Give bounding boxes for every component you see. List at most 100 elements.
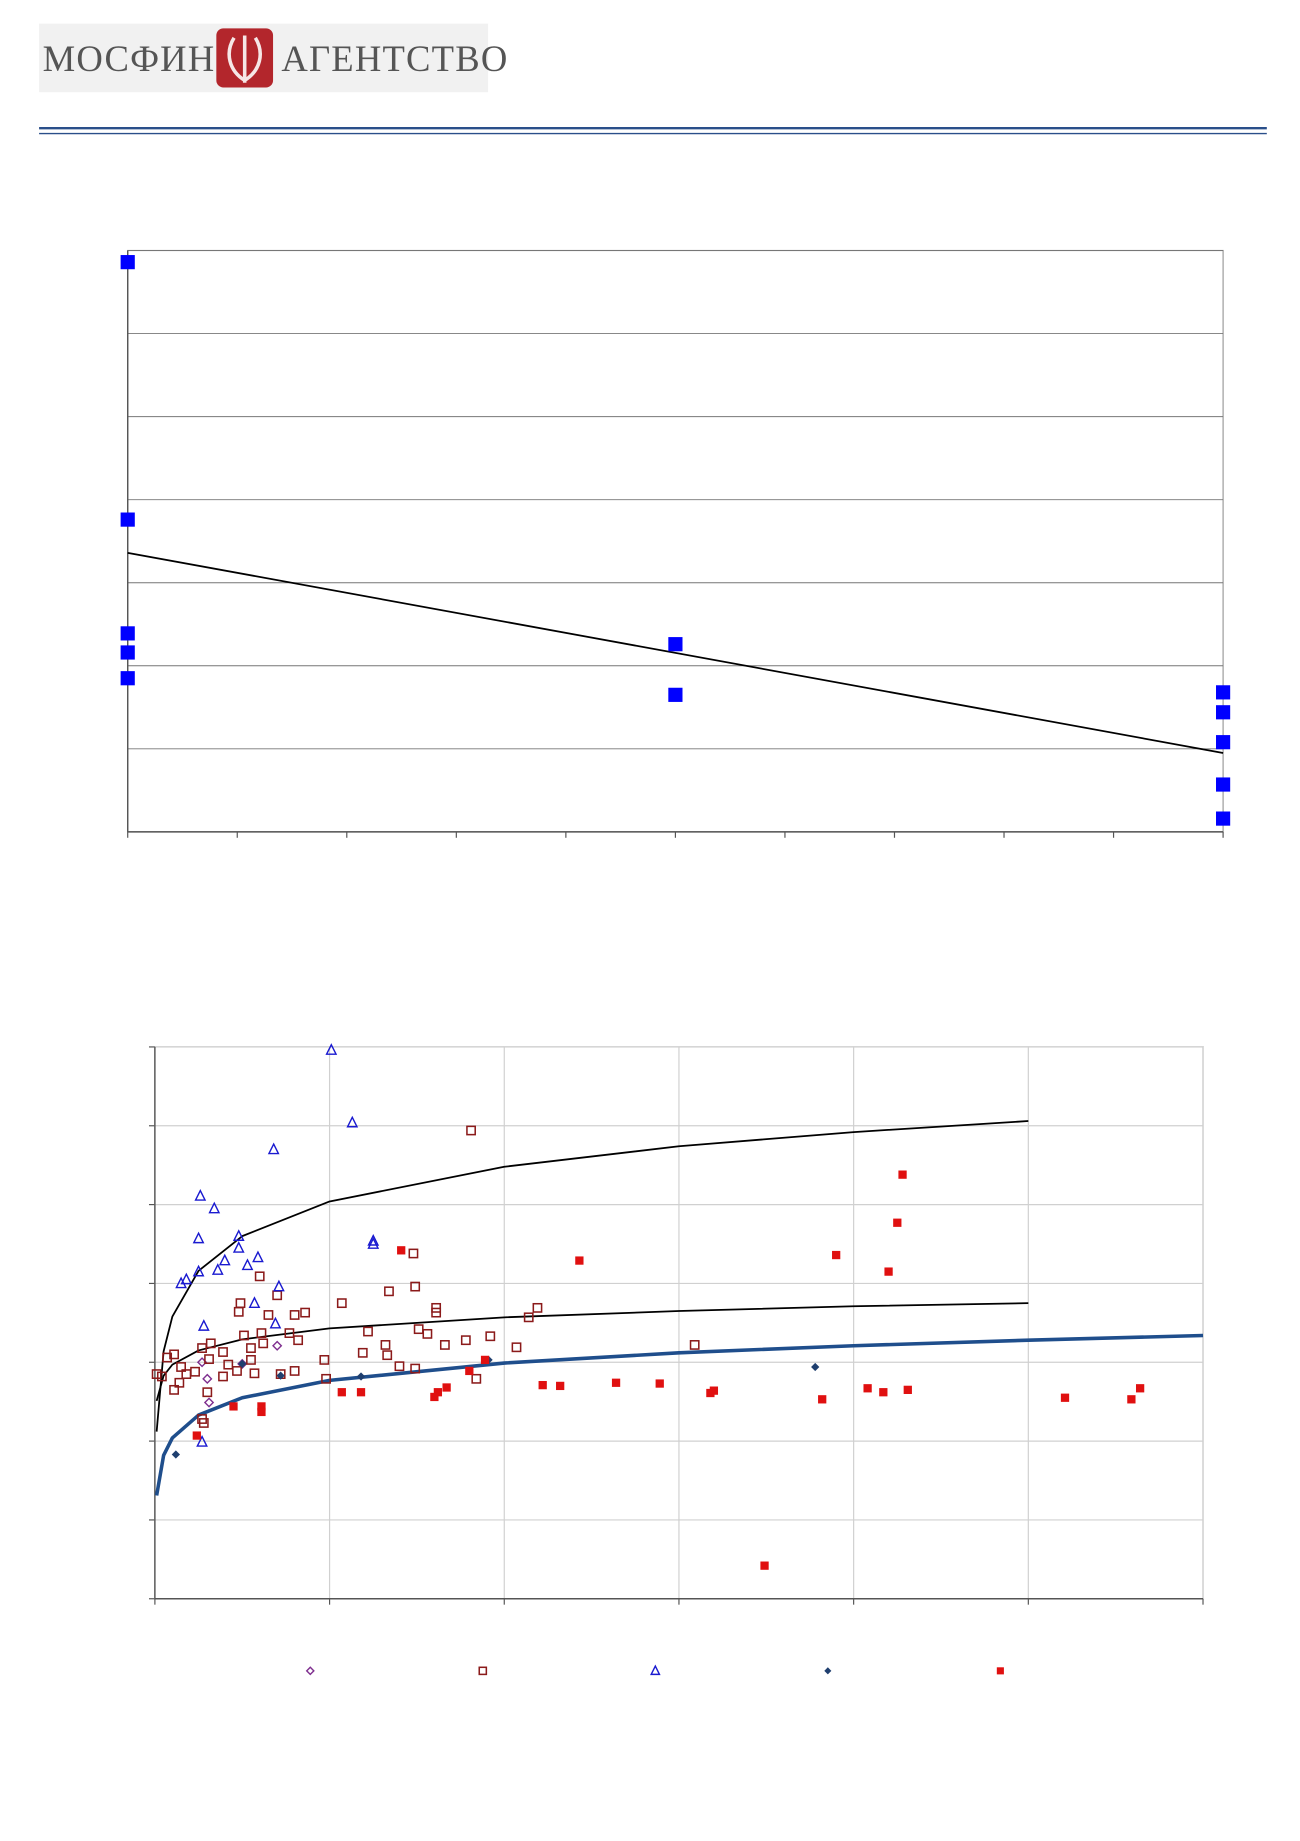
data-point [1060, 1393, 1070, 1402]
data-point [893, 1218, 902, 1227]
data-point [241, 1258, 254, 1271]
data-point [272, 1290, 283, 1301]
data-point [192, 1431, 201, 1440]
data-point [169, 1384, 180, 1395]
logo-right: АГЕНТСТВО [281, 38, 508, 79]
data-point [367, 1233, 380, 1246]
data-point [192, 1264, 205, 1277]
data-point [337, 1388, 346, 1397]
data-point [293, 1335, 304, 1346]
data-point [465, 1366, 474, 1376]
data-point [197, 1319, 210, 1331]
data-point [239, 1330, 249, 1341]
legend-marker [650, 1664, 661, 1676]
data-point [156, 1371, 167, 1382]
data-point [254, 1271, 265, 1282]
data-point [269, 1316, 282, 1329]
data-point [120, 626, 135, 641]
data-point [1216, 777, 1231, 792]
data-point [120, 512, 135, 527]
data-point [466, 1125, 476, 1136]
trend-line [127, 551, 1224, 754]
data-point [194, 1189, 207, 1201]
data-point [532, 1302, 543, 1313]
data-point [556, 1381, 565, 1391]
data-point [668, 687, 683, 702]
data-point [336, 1298, 347, 1309]
data-point [190, 1366, 200, 1377]
data-point [257, 1407, 266, 1417]
data-point [382, 1350, 393, 1361]
data-point [181, 1369, 192, 1379]
data-point [460, 1335, 471, 1346]
data-point [668, 637, 683, 652]
data-point [575, 1256, 584, 1265]
data-point [196, 1434, 208, 1447]
data-point [223, 1359, 234, 1370]
data-point [120, 255, 135, 270]
data-point [176, 1362, 186, 1372]
legend-marker [305, 1666, 315, 1676]
data-point [397, 1246, 406, 1255]
data-point [523, 1312, 534, 1323]
data-point [232, 1366, 242, 1376]
data-point [357, 1347, 368, 1358]
data-point [408, 1248, 419, 1259]
logo-left: МОСФИН [43, 38, 216, 79]
legend-marker [478, 1666, 488, 1676]
data-point [202, 1373, 213, 1384]
data-point [289, 1310, 300, 1320]
data-point [204, 1354, 214, 1365]
data-point [272, 1340, 283, 1351]
data-point [655, 1379, 664, 1388]
data-point [289, 1366, 300, 1376]
data-point [394, 1361, 405, 1372]
data-point [879, 1388, 888, 1397]
data-point [211, 1263, 224, 1275]
data-point [511, 1342, 522, 1353]
data-point [175, 1276, 187, 1289]
data-point [384, 1286, 394, 1297]
data-point [442, 1383, 451, 1392]
data-point [1216, 705, 1231, 720]
data-point [611, 1378, 621, 1387]
data-point [169, 1349, 180, 1360]
data-point [276, 1371, 285, 1380]
data-point [202, 1387, 213, 1398]
data-point [433, 1388, 443, 1397]
data-point [218, 1347, 228, 1357]
data-point [430, 1392, 439, 1402]
data-point [356, 1388, 366, 1397]
data-point [192, 1231, 205, 1244]
data-point [410, 1281, 421, 1292]
data-point [422, 1328, 433, 1339]
data-point [898, 1170, 907, 1179]
data-point [218, 1371, 228, 1382]
data-point [1216, 685, 1231, 700]
data-point [263, 1310, 274, 1320]
data-point [367, 1237, 380, 1249]
data-point [180, 1272, 193, 1285]
data-point [208, 1201, 221, 1214]
data-point [246, 1354, 256, 1365]
data-point [232, 1229, 245, 1241]
data-point [1216, 811, 1231, 826]
data-point [538, 1380, 547, 1390]
data-point [760, 1561, 769, 1570]
data-point [1127, 1395, 1136, 1404]
data-point [706, 1388, 715, 1398]
data-point [246, 1343, 256, 1353]
data-point [325, 1043, 338, 1055]
data-point [257, 1402, 266, 1411]
data-point [171, 1450, 180, 1459]
data-point [410, 1363, 421, 1374]
data-point [689, 1340, 700, 1350]
data-point [346, 1115, 359, 1128]
data-point [321, 1373, 331, 1384]
data-point [229, 1402, 238, 1411]
data-point [232, 1241, 245, 1253]
trend-line [155, 1120, 1029, 1432]
data-point [233, 1306, 244, 1317]
data-point [248, 1296, 261, 1308]
